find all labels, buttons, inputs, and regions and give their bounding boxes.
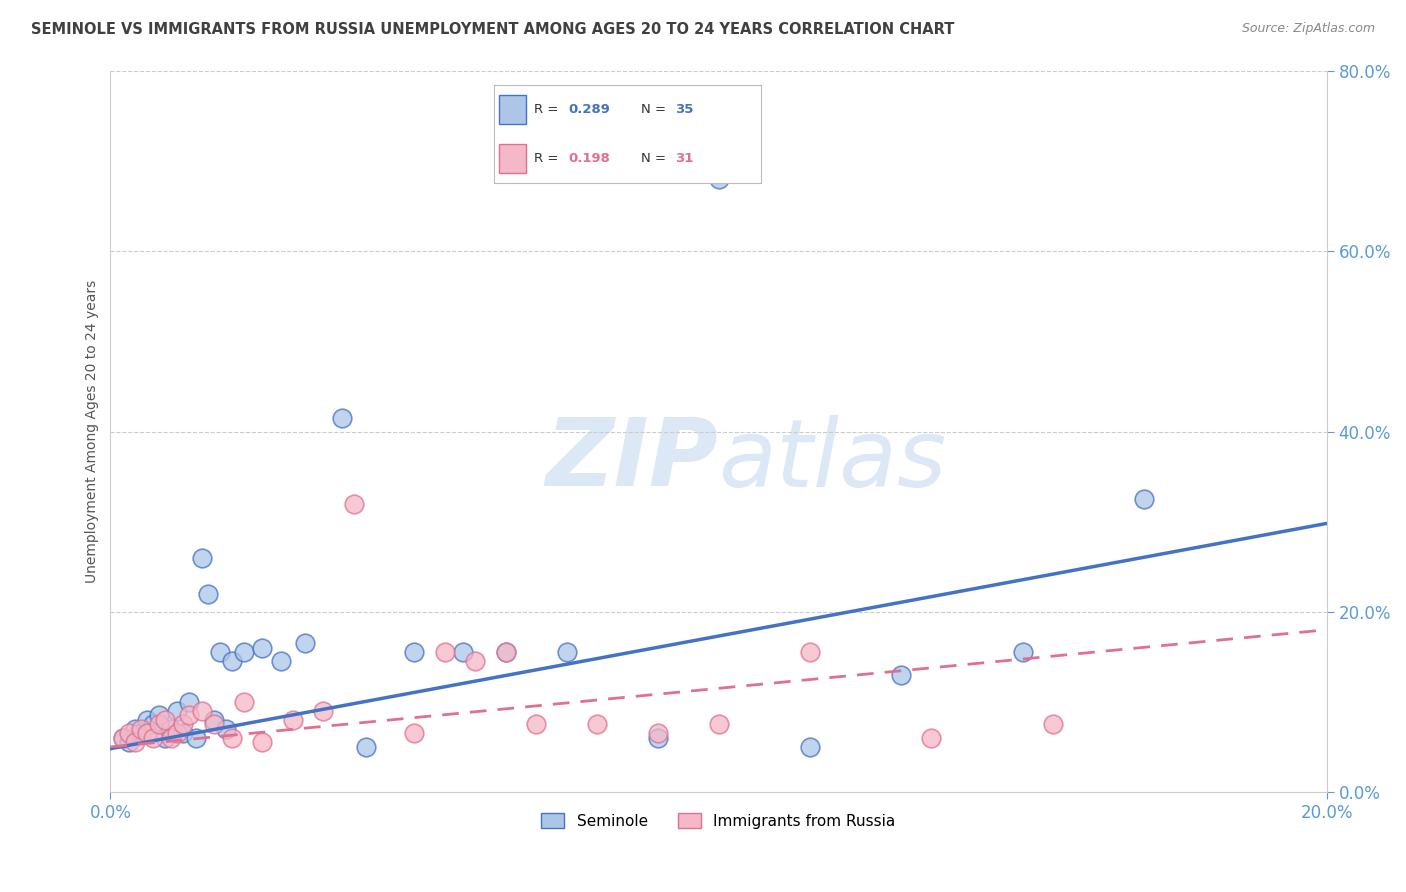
Point <box>111 731 134 745</box>
Point <box>166 704 188 718</box>
Point <box>179 708 201 723</box>
Point <box>135 713 157 727</box>
Point <box>252 735 274 749</box>
Point <box>647 726 669 740</box>
Point <box>464 654 486 668</box>
Point <box>433 645 456 659</box>
Point <box>233 645 256 659</box>
Point <box>1011 645 1033 659</box>
Point <box>129 726 152 740</box>
Point <box>920 731 942 745</box>
Point <box>166 726 188 740</box>
Point <box>208 645 231 659</box>
Point <box>202 717 225 731</box>
Point <box>129 722 152 736</box>
Point <box>184 731 207 745</box>
Point <box>252 640 274 655</box>
Point <box>799 739 821 754</box>
Point <box>524 717 547 731</box>
Point <box>270 654 292 668</box>
Point <box>221 654 243 668</box>
Point <box>153 731 176 745</box>
Point <box>495 645 517 659</box>
Point <box>142 731 165 745</box>
Point <box>160 731 183 745</box>
Point <box>495 645 517 659</box>
Point <box>172 717 194 731</box>
Point <box>404 726 426 740</box>
Text: ZIP: ZIP <box>546 415 718 507</box>
Point <box>1133 492 1156 507</box>
Point <box>312 704 335 718</box>
Point <box>148 708 170 723</box>
Point <box>707 717 730 731</box>
Point <box>215 722 238 736</box>
Point <box>142 717 165 731</box>
Point <box>190 704 212 718</box>
Point <box>586 717 609 731</box>
Point <box>451 645 474 659</box>
Text: SEMINOLE VS IMMIGRANTS FROM RUSSIA UNEMPLOYMENT AMONG AGES 20 TO 24 YEARS CORREL: SEMINOLE VS IMMIGRANTS FROM RUSSIA UNEMP… <box>31 22 955 37</box>
Point <box>179 695 201 709</box>
Point <box>124 735 146 749</box>
Point <box>555 645 578 659</box>
Point <box>118 726 141 740</box>
Point <box>799 645 821 659</box>
Point <box>330 411 353 425</box>
Point <box>404 645 426 659</box>
Point <box>647 731 669 745</box>
Point <box>354 739 377 754</box>
Legend: Seminole, Immigrants from Russia: Seminole, Immigrants from Russia <box>536 806 901 835</box>
Point <box>202 713 225 727</box>
Y-axis label: Unemployment Among Ages 20 to 24 years: Unemployment Among Ages 20 to 24 years <box>86 280 100 583</box>
Point <box>890 668 912 682</box>
Point <box>124 722 146 736</box>
Point <box>118 735 141 749</box>
Point <box>233 695 256 709</box>
Point <box>111 731 134 745</box>
Point <box>135 726 157 740</box>
Point <box>294 636 316 650</box>
Point <box>148 717 170 731</box>
Point <box>707 172 730 186</box>
Point <box>343 497 366 511</box>
Point <box>1042 717 1064 731</box>
Point <box>281 713 304 727</box>
Point <box>160 722 183 736</box>
Point <box>172 726 194 740</box>
Point <box>197 587 219 601</box>
Text: Source: ZipAtlas.com: Source: ZipAtlas.com <box>1241 22 1375 36</box>
Point <box>190 550 212 565</box>
Text: atlas: atlas <box>718 415 946 506</box>
Point <box>153 713 176 727</box>
Point <box>221 731 243 745</box>
